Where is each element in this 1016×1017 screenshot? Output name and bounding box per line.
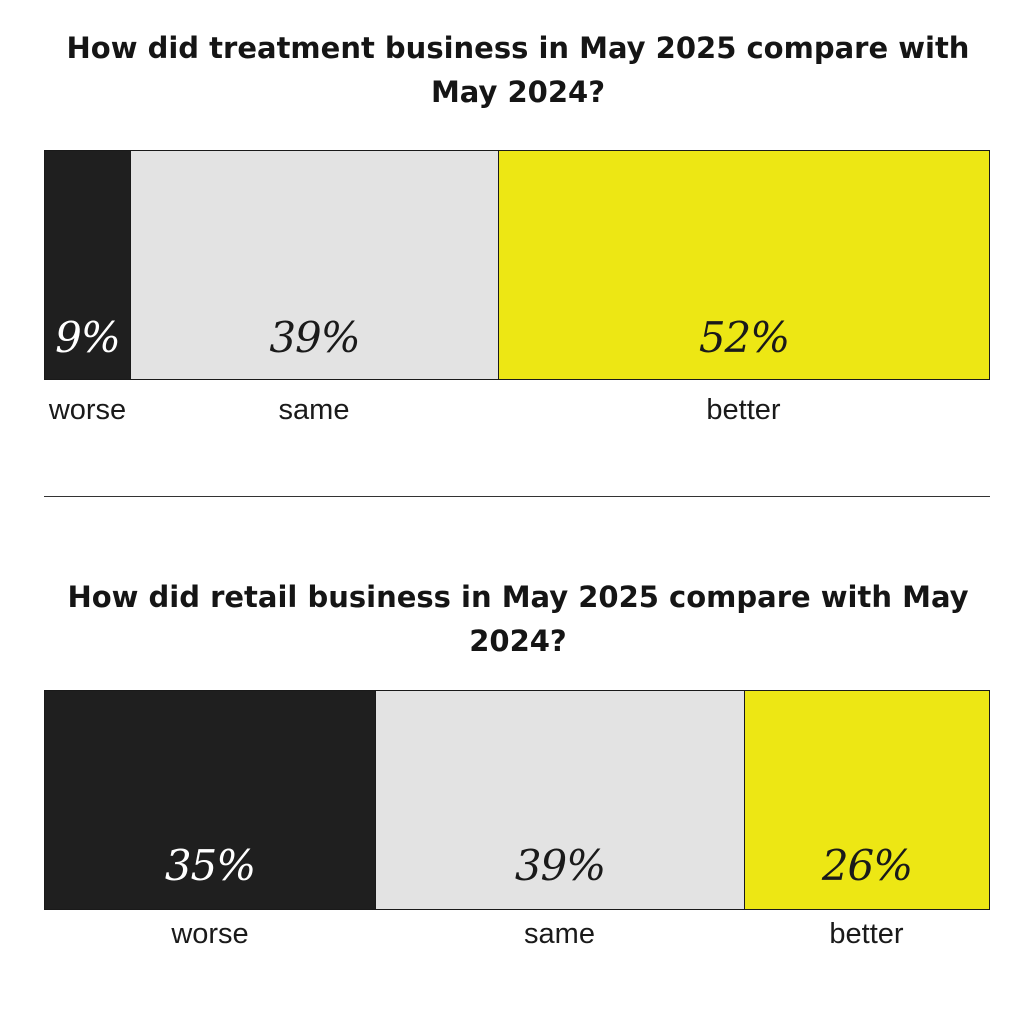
value-label-better: 52% [698, 313, 790, 362]
value-label-same: 39% [514, 841, 606, 890]
bar-segment-same: 39% [130, 151, 498, 379]
bar-segment-same: 39% [375, 691, 744, 909]
value-label-same: 39% [269, 313, 360, 362]
section-divider [44, 496, 990, 497]
stacked-bar: 9% 39% 52% [44, 150, 990, 380]
category-label-better: better [829, 918, 904, 950]
bar-segment-better: 26% [744, 691, 989, 909]
value-label-worse: 9% [55, 313, 121, 362]
bar-segment-worse: 35% [45, 691, 375, 909]
stacked-bar: 35% 39% 26% [44, 690, 990, 910]
value-label-better: 26% [821, 841, 913, 890]
category-label-better: better [706, 394, 781, 426]
value-label-worse: 35% [164, 841, 256, 890]
category-label-same: same [524, 918, 595, 950]
chart-title: How did retail business in May 2025 comp… [67, 580, 969, 658]
bar-segment-worse: 9% [45, 151, 130, 379]
category-label-worse: worse [171, 918, 249, 950]
category-label-same: same [278, 394, 350, 426]
category-label-worse: worse [48, 394, 127, 426]
bar-segment-better: 52% [498, 151, 989, 379]
chart-title: How did treatment business in May 2025 c… [66, 31, 970, 109]
